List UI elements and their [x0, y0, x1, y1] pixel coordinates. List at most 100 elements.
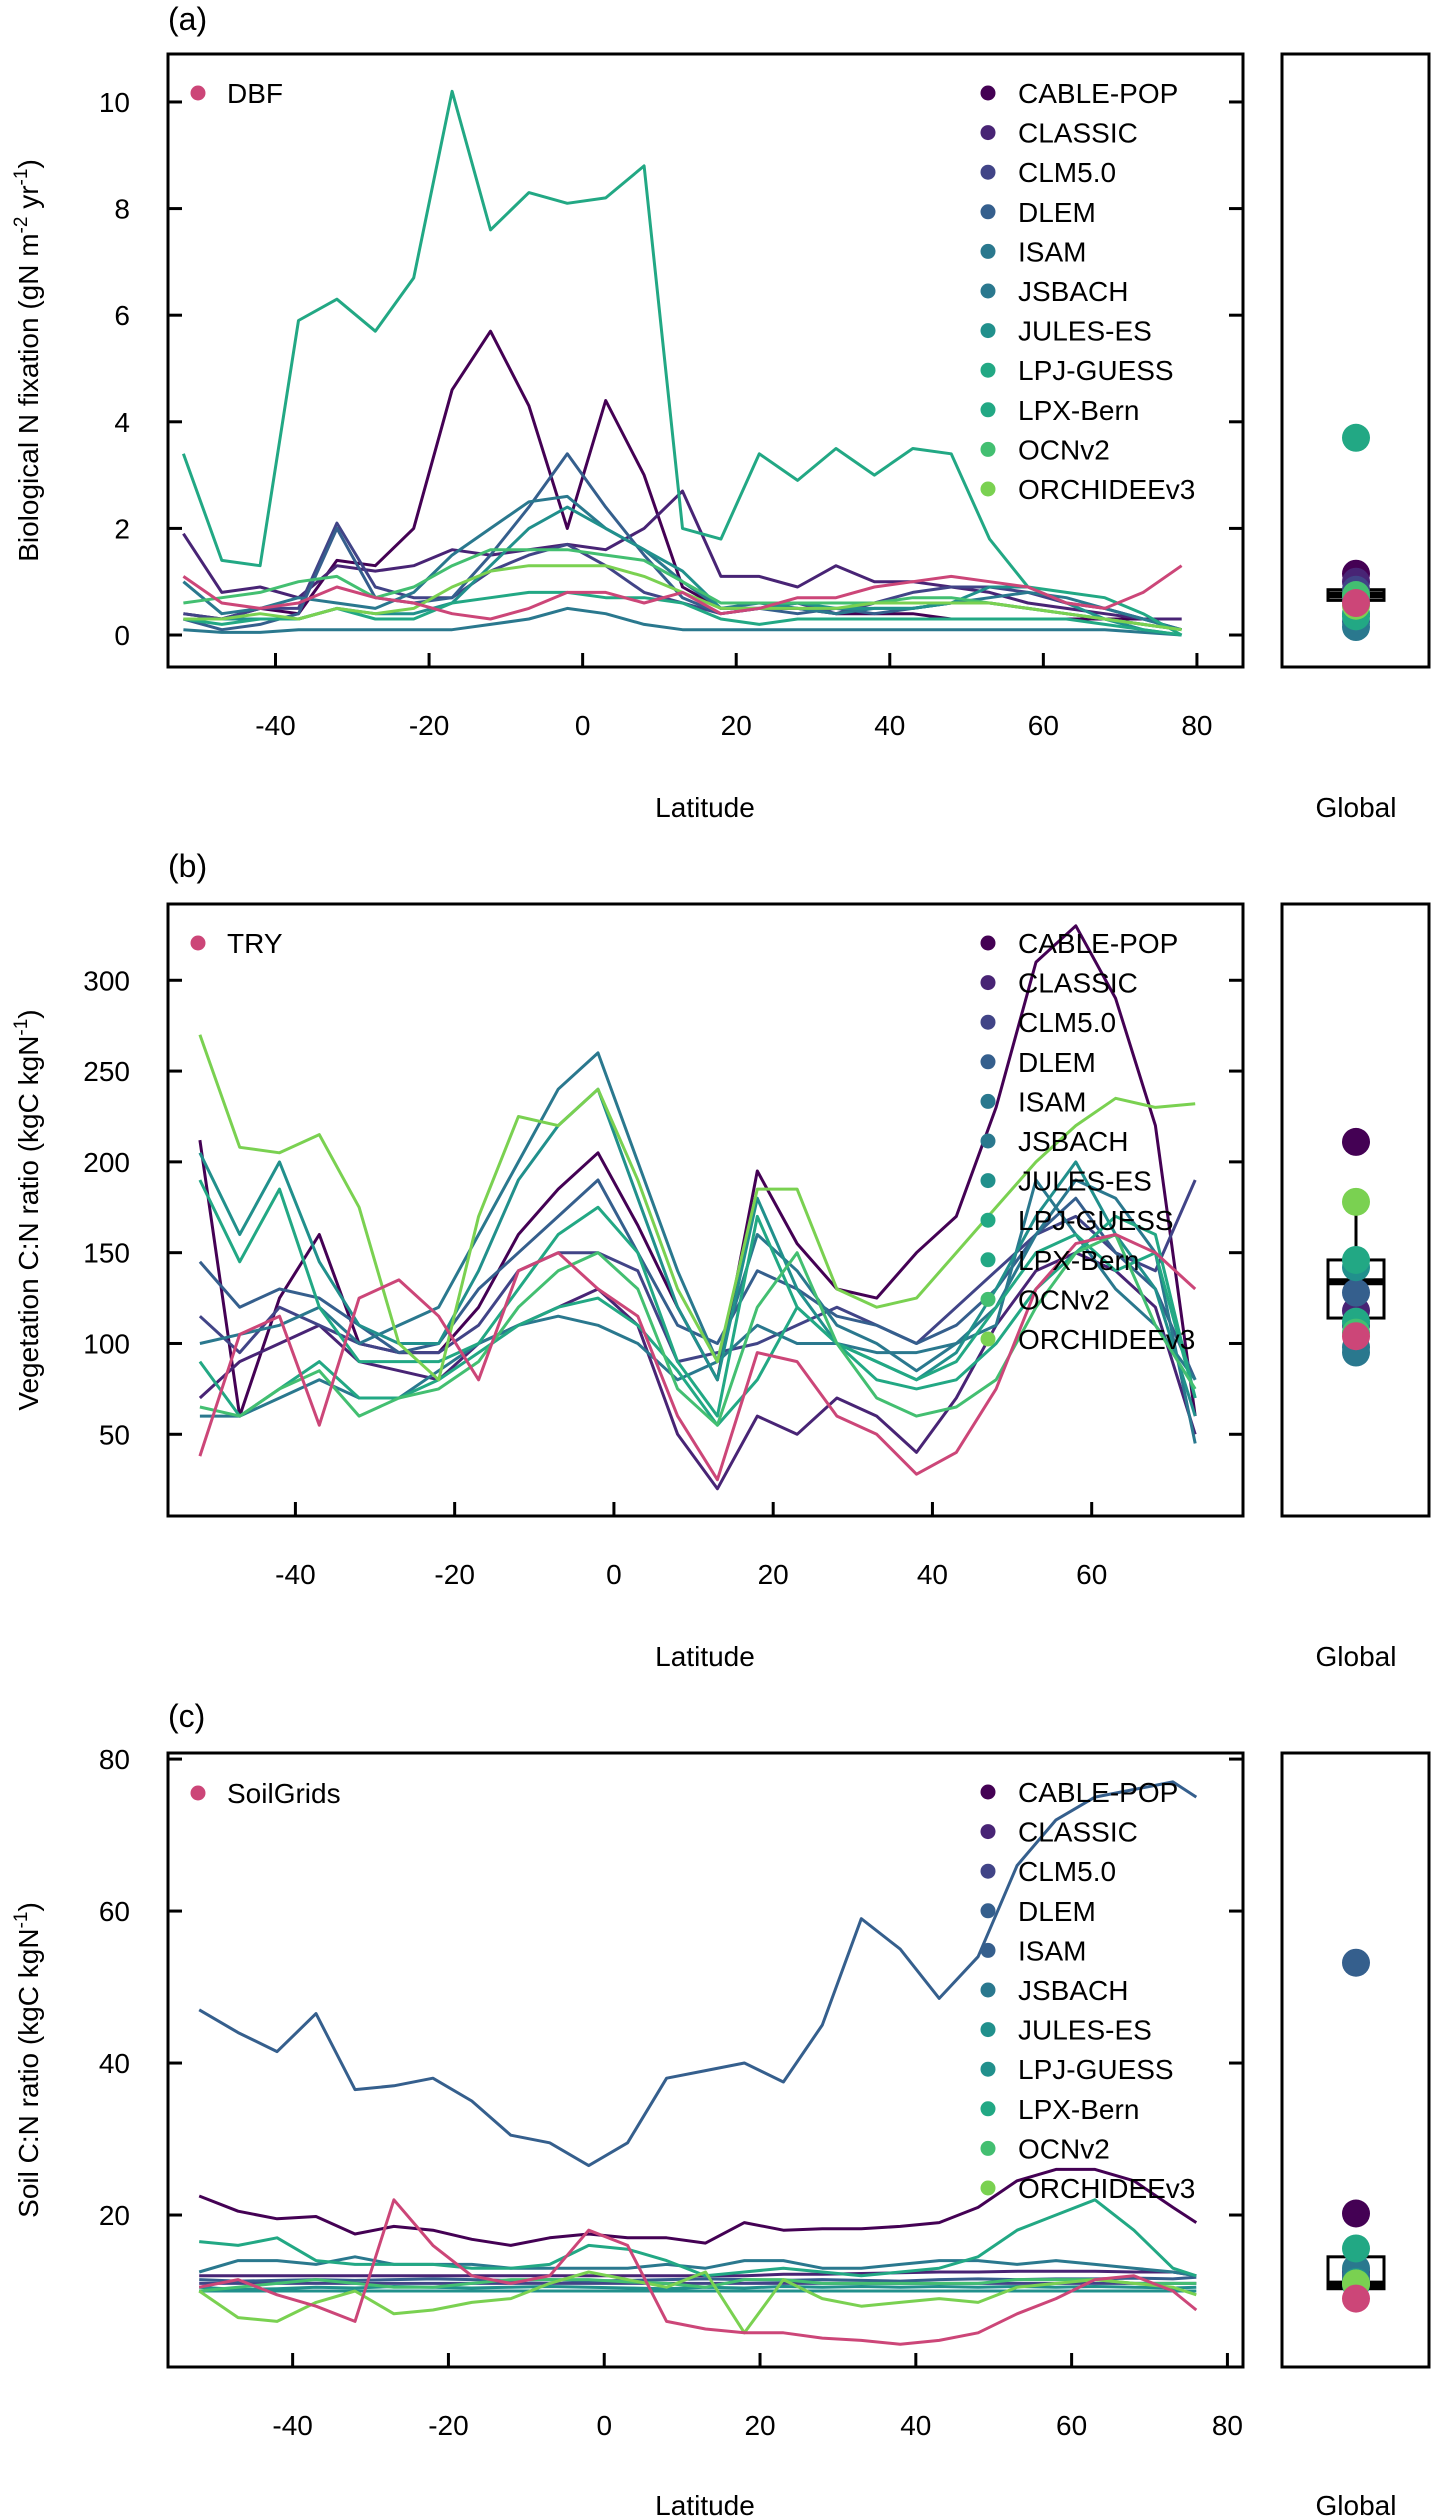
y-tick-label: 2 [114, 513, 130, 544]
x-tick-label: 80 [1212, 2410, 1243, 2441]
legend-marker-reference [190, 1785, 206, 1801]
legend-label: CLASSIC [1018, 118, 1138, 149]
legend-label-reference: SoilGrids [227, 1778, 341, 1809]
superscript: -1 [11, 1912, 32, 1929]
superscript: -2 [11, 217, 32, 234]
legend-marker [980, 2061, 996, 2077]
line-plot: 20 40 60 80 -40 -20 0 20 40 60 80 SoilGrids CABLE-PO… [99, 1744, 1245, 2441]
global-frame [1280, 902, 1431, 1518]
legend-label: LPX-Bern [1018, 2094, 1139, 2125]
x-tick-label: 20 [744, 2410, 775, 2441]
legend-marker [980, 164, 996, 180]
x-tick-label: -20 [409, 710, 449, 741]
y-axis-title: Soil C:N ratio (kgC kgN-1) [11, 1902, 44, 2218]
x-tick-label: 40 [874, 710, 905, 741]
legend-label: DLEM [1018, 197, 1096, 228]
legend-marker [980, 1133, 996, 1149]
legend-marker [980, 243, 996, 259]
label-part: yr [13, 185, 44, 216]
y-axis-title: Vegetation C:N ratio (kgC kgN-1) [11, 1009, 44, 1410]
legend-label: CLM5.0 [1018, 157, 1116, 188]
global-point-cable-pop [1342, 1127, 1370, 1156]
label-part: Biological N fixation (gN m [13, 233, 44, 561]
series-line-clm5-0 [198, 1179, 1197, 1364]
legend-label: DLEM [1018, 1896, 1096, 1927]
x-tick-label: 60 [1056, 2410, 1087, 2441]
x-tick-label: 60 [1028, 710, 1059, 741]
legend-marker [980, 975, 996, 991]
legend-marker [980, 481, 996, 497]
global-label: Global [1316, 1641, 1397, 1672]
panel-label: (b) [168, 848, 207, 884]
series-group [181, 89, 1183, 637]
legend-marker [980, 1291, 996, 1307]
series-line-jules-es [198, 1087, 1197, 1417]
legend-label: OCNv2 [1018, 2133, 1110, 2164]
global-point-lpx-bern [1342, 423, 1370, 452]
y-tick-label: 40 [99, 2048, 130, 2079]
superscript: -1 [11, 169, 32, 186]
global-point-dbf [1342, 589, 1370, 618]
x-tick-label: 80 [1181, 710, 1212, 741]
legend-label: JULES-ES [1018, 2015, 1152, 2046]
global-point-dlem [1342, 1278, 1370, 1307]
y-tick-label: 0 [114, 620, 130, 651]
legend-label: LPX-Bern [1018, 1245, 1139, 1276]
y-tick-label: 8 [114, 194, 130, 225]
series-line-classic [182, 489, 1182, 621]
legend-marker [980, 283, 996, 299]
series-line-isam [183, 606, 1182, 637]
y-tick-label: 150 [83, 1238, 130, 1269]
global-point-try [1342, 1322, 1370, 1351]
global-label: Global [1316, 792, 1397, 823]
legend-label: CABLE-POP [1018, 78, 1178, 109]
series-line-jsbach [198, 2255, 1197, 2278]
global-frame [1280, 1751, 1431, 2369]
label-part: ) [13, 1009, 44, 1018]
legend-label: CABLE-POP [1018, 1777, 1178, 1808]
y-tick-label: 300 [83, 965, 130, 996]
legend-label-reference: TRY [227, 928, 283, 959]
series-line-isam [198, 1780, 1198, 2168]
legend-label: OCNv2 [1018, 434, 1110, 465]
legend-marker [980, 1784, 996, 1800]
panel-b: (b) Vegetation C:N ratio (kgC kgN-1) 50 1… [11, 848, 1431, 1672]
x-tick-label: 0 [575, 710, 591, 741]
series-line-jsbach [199, 1051, 1197, 1444]
legend-label: LPJ-GUESS [1018, 355, 1174, 386]
legend-marker [980, 935, 996, 951]
legend-marker [980, 362, 996, 378]
legend-marker [980, 1982, 996, 1998]
x-axis-title: Latitude [655, 2490, 755, 2517]
x-tick-label: -40 [255, 710, 295, 741]
legend-marker [980, 1331, 996, 1347]
x-tick-label: 20 [758, 1559, 789, 1590]
global-point-lpx-bern [1342, 2234, 1370, 2263]
series-line-lpj-guess [183, 590, 1182, 637]
y-tick-label: 100 [83, 1328, 130, 1359]
x-tick-label: -40 [272, 2410, 312, 2441]
legend-label: ORCHIDEEv3 [1018, 2173, 1195, 2204]
panel-c: (c) Soil C:N ratio (kgC kgN-1) 20 40 60 80 -… [11, 1698, 1431, 2517]
x-tick-label: -20 [428, 2410, 468, 2441]
global-point-isam [1342, 1948, 1370, 1977]
plot-frame [166, 1751, 1245, 2369]
legend-marker [980, 85, 996, 101]
legend-marker [980, 441, 996, 457]
series-line-cable-pop [198, 2167, 1198, 2247]
series-line-ocnv2 [199, 1233, 1197, 1427]
legend-marker [980, 402, 996, 418]
global-plot [1280, 52, 1431, 669]
legend-marker-reference [190, 85, 206, 101]
label-part: ) [13, 159, 44, 168]
legend-marker [980, 323, 996, 339]
series-line-lpx-bern [181, 89, 1183, 637]
series-line-orchideev3 [198, 1034, 1196, 1382]
y-tick-label: 6 [114, 300, 130, 331]
legend-marker [980, 1212, 996, 1228]
legend-marker [980, 1252, 996, 1268]
legend-marker [980, 204, 996, 220]
panel-label: (a) [168, 1, 207, 37]
legend-label-reference: DBF [227, 78, 283, 109]
legend-marker [980, 1173, 996, 1189]
